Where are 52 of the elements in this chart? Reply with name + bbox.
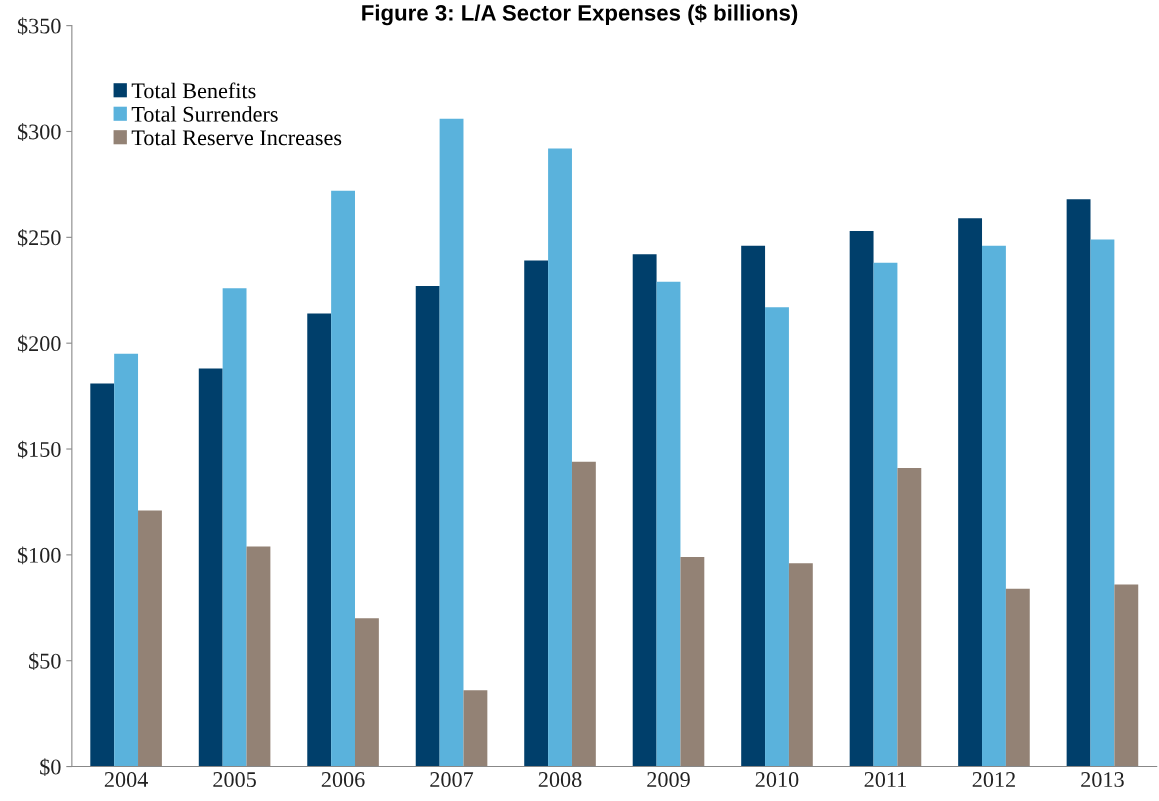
y-tick-label: $0 — [40, 758, 61, 776]
bar — [765, 307, 789, 767]
x-tick-label: 2008 — [538, 772, 582, 788]
y-tick-label: $200 — [17, 334, 61, 353]
bar — [198, 368, 223, 767]
legend-label: Total Reserve Increases — [131, 129, 342, 146]
bar — [656, 281, 681, 767]
x-tick-label: 2005 — [213, 772, 256, 788]
bar — [331, 190, 355, 767]
x-tick-label: 2007 — [430, 772, 474, 788]
bar — [1090, 239, 1115, 767]
bar — [307, 313, 332, 767]
x-tick-label: 2011 — [864, 772, 906, 788]
y-tick-label: $100 — [17, 546, 61, 565]
x-tick-label: 2004 — [104, 772, 148, 788]
bar — [524, 260, 549, 767]
x-tick-label: 2012 — [972, 772, 1015, 788]
y-tick-label: $50 — [29, 652, 61, 671]
bar — [632, 254, 657, 767]
x-tick-label: 2013 — [1081, 772, 1124, 788]
bar — [958, 218, 983, 767]
bar — [849, 230, 874, 767]
bar — [1114, 584, 1139, 767]
bar — [741, 245, 766, 767]
y-tick-label: $350 — [17, 17, 61, 36]
x-tick-label: 2009 — [647, 772, 690, 788]
bar — [1066, 199, 1091, 767]
x-tick-label: 2006 — [321, 772, 365, 788]
bar — [246, 546, 271, 767]
bar — [548, 148, 572, 767]
bar — [415, 286, 440, 767]
y-tick-label: $150 — [17, 440, 61, 459]
bar — [982, 245, 1006, 767]
bar — [873, 262, 898, 767]
bar — [90, 383, 115, 767]
bar — [114, 353, 139, 767]
bar — [355, 618, 379, 767]
x-tick-label: 2010 — [755, 772, 799, 788]
bar — [222, 288, 247, 767]
y-tick-label: $300 — [17, 123, 61, 141]
bar — [680, 556, 705, 767]
y-tick-label: $250 — [17, 228, 61, 247]
bar — [1005, 588, 1030, 767]
bar — [463, 690, 488, 767]
bar — [571, 461, 596, 767]
bar — [138, 510, 162, 767]
bar — [788, 563, 813, 767]
legend-label: Total Surrenders — [131, 106, 278, 122]
bar — [897, 468, 922, 767]
legend-label: Total Benefits — [131, 82, 256, 99]
bar — [439, 118, 464, 767]
chart-title: Figure 3: L/A Sector Expenses ($ billions) — [362, 4, 798, 26]
